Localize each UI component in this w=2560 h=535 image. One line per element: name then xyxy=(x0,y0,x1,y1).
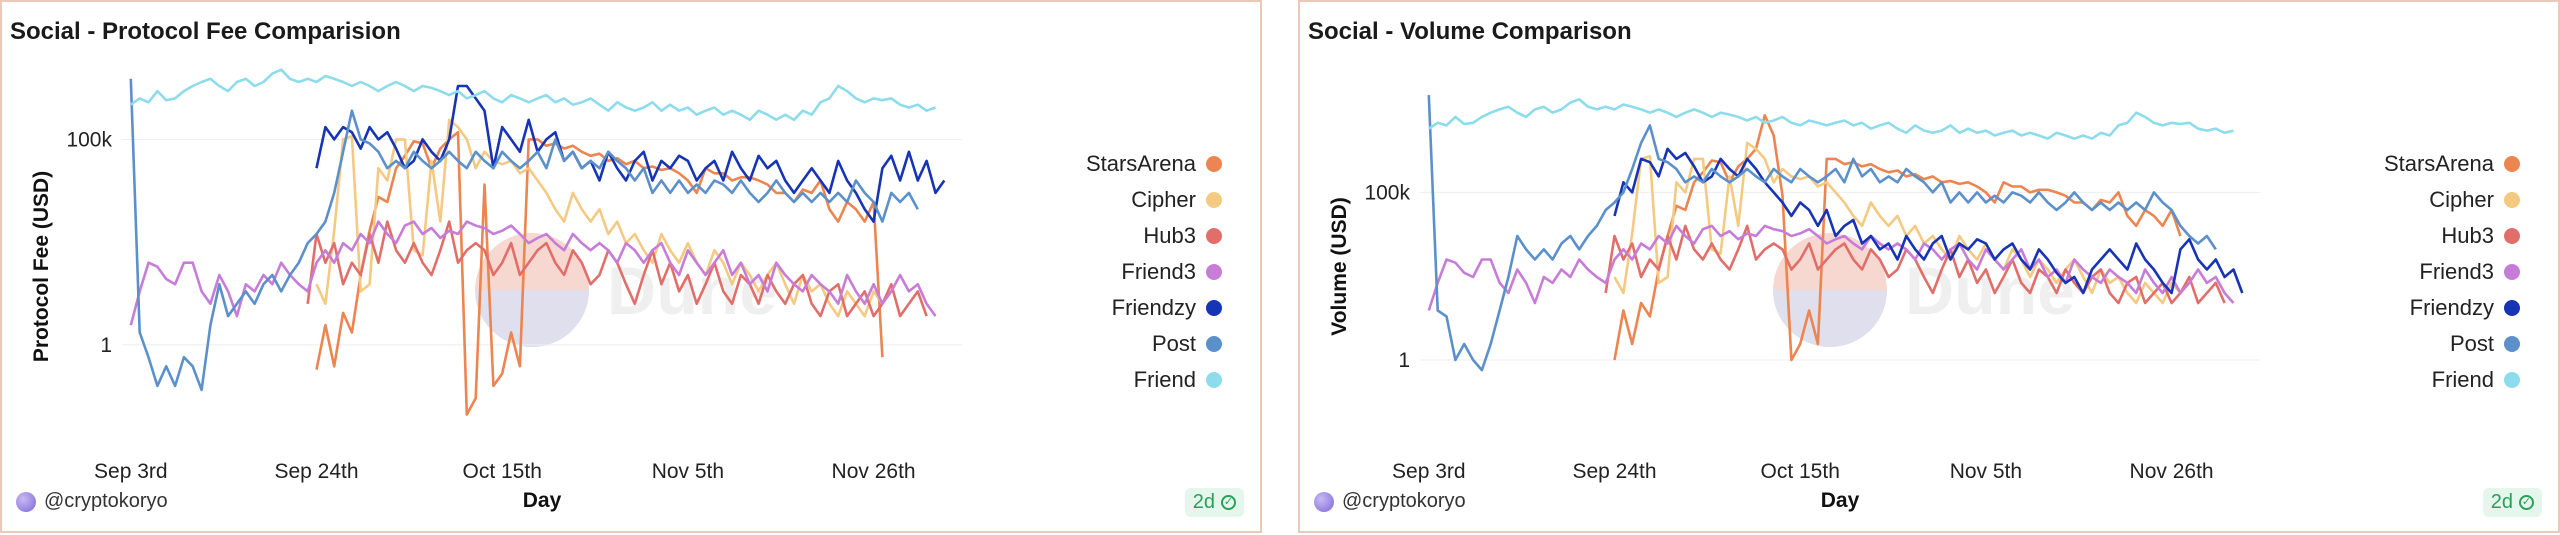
author-handle: @cryptokoryo xyxy=(44,490,168,512)
series-line-post[interactable] xyxy=(129,78,919,392)
legend-label[interactable]: Friend xyxy=(1134,367,1196,392)
y-tick-label: 1 xyxy=(100,334,112,357)
protocol-fee-chart: Dune 1 100k Sep 3rd Sep 24th Oct 15th Nov 5th N… xyxy=(30,68,1222,512)
legend-swatch xyxy=(1206,156,1222,172)
y-tick-label: 100k xyxy=(66,128,112,151)
legend-swatch xyxy=(2504,372,2520,388)
x-tick-label: Nov 5th xyxy=(652,460,724,483)
legend-swatch xyxy=(1206,192,1222,208)
author-link[interactable]: @cryptokoryo xyxy=(16,490,168,513)
check-icon: ✓ xyxy=(1221,495,1236,510)
legend-label[interactable]: Friend3 xyxy=(2419,259,2494,284)
legend-label[interactable]: Post xyxy=(1152,331,1196,356)
legend-swatch xyxy=(1206,372,1222,388)
legend-swatch xyxy=(2504,300,2520,316)
x-tick-label: Oct 15th xyxy=(1761,460,1840,483)
legend-label[interactable]: Hub3 xyxy=(1143,223,1196,248)
series-line-post[interactable] xyxy=(1427,95,2217,372)
y-tick-label: 100k xyxy=(1364,181,1410,204)
legend-label[interactable]: StarsArena xyxy=(1086,151,1197,176)
x-axis-label: Day xyxy=(1821,489,1860,512)
series-line-friendzy[interactable] xyxy=(315,84,946,223)
series-line-friend3[interactable] xyxy=(129,220,937,326)
fee-chart-panel: Dune 1 100k Sep 3rd Sep 24th Oct 15th Nov 5th N… xyxy=(0,0,1262,533)
series-line-friend3[interactable] xyxy=(1427,224,2235,311)
x-tick-label: Sep 3rd xyxy=(94,460,168,483)
legend-swatch xyxy=(2504,156,2520,172)
y-axis-label: Volume (USD) xyxy=(1328,197,1351,335)
legend-label[interactable]: Hub3 xyxy=(2441,223,2494,248)
avatar xyxy=(1314,491,1334,512)
x-tick-label: Nov 26th xyxy=(832,460,916,483)
legend-swatch xyxy=(1206,264,1222,280)
y-axis-label: Protocol Fee (USD) xyxy=(30,171,53,362)
watermark-half xyxy=(1773,290,1887,347)
freshness-label: 2d xyxy=(2490,491,2513,513)
x-tick-label: Sep 24th xyxy=(274,460,358,483)
legend-swatch xyxy=(1206,336,1222,352)
y-tick-label: 1 xyxy=(1398,349,1410,372)
x-tick-label: Sep 3rd xyxy=(1392,460,1466,483)
freshness-label: 2d xyxy=(1192,491,1215,513)
avatar xyxy=(16,491,36,512)
series-line-friend[interactable] xyxy=(130,68,936,122)
freshness-badge[interactable]: 2d ✓ xyxy=(1184,488,1244,517)
legend-label[interactable]: Cipher xyxy=(2429,187,2494,212)
legend-label[interactable]: Friend xyxy=(2432,367,2494,392)
chart-title: Social - Volume Comparison xyxy=(1308,18,1632,45)
legend-swatch xyxy=(2504,192,2520,208)
legend-label[interactable]: Post xyxy=(2450,331,2494,356)
series-line-cipher[interactable] xyxy=(315,118,884,318)
x-tick-label: Nov 26th xyxy=(2130,460,2214,483)
legend-swatch xyxy=(1206,228,1222,244)
volume-chart-panel: Dune 1 100k Sep 3rd Sep 24th Oct 15th Nov 5th N… xyxy=(1298,0,2560,533)
legend-swatch xyxy=(2504,264,2520,280)
chart-title: Social - Protocol Fee Comparision xyxy=(10,18,401,45)
author-handle: @cryptokoryo xyxy=(1342,490,1466,512)
legend-swatch xyxy=(1206,300,1222,316)
x-axis-label: Day xyxy=(523,489,562,512)
legend-label[interactable]: Friendzy xyxy=(2410,295,2494,320)
watermark-half xyxy=(475,290,589,347)
legend-label[interactable]: Friendzy xyxy=(1112,295,1196,320)
x-tick-label: Sep 24th xyxy=(1572,460,1656,483)
series-line-friend[interactable] xyxy=(1428,98,2234,140)
legend-swatch xyxy=(2504,228,2520,244)
legend-label[interactable]: Cipher xyxy=(1131,187,1196,212)
series-line-friendzy[interactable] xyxy=(1613,147,2244,295)
legend-swatch xyxy=(2504,336,2520,352)
author-link[interactable]: @cryptokoryo xyxy=(1314,490,1466,513)
legend-label[interactable]: StarsArena xyxy=(2384,151,2495,176)
dune-watermark: Dune xyxy=(475,233,777,347)
freshness-badge[interactable]: 2d ✓ xyxy=(2482,488,2542,517)
x-tick-label: Nov 5th xyxy=(1950,460,2022,483)
x-tick-label: Oct 15th xyxy=(463,460,542,483)
legend-label[interactable]: Friend3 xyxy=(1121,259,1196,284)
check-icon: ✓ xyxy=(2519,495,2534,510)
series-line-starsarena[interactable] xyxy=(1613,114,2182,362)
